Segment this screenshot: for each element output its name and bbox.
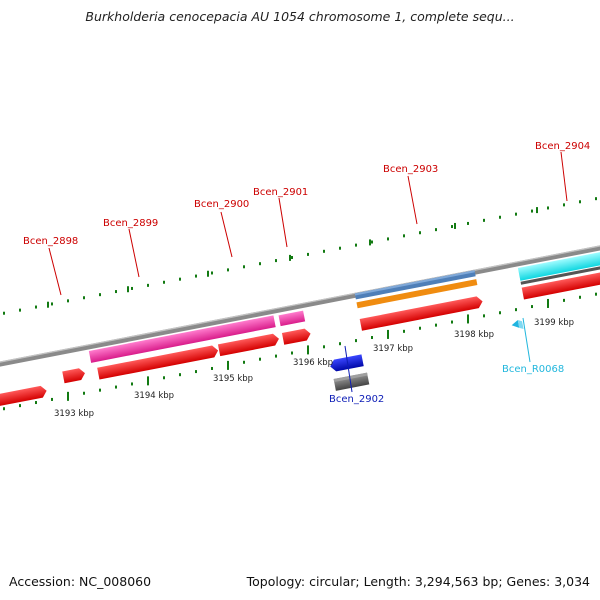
kbp-label: 3198 kbp	[454, 330, 494, 340]
chromosome-backbone	[0, 245, 600, 367]
gene-labels: Bcen_2898 Bcen_2899 Bcen_2900 Bcen_2901 …	[23, 141, 590, 405]
kbp-label: 3196 kbp	[293, 358, 333, 368]
kbp-label: 3193 kbp	[54, 409, 94, 419]
feature-cds-bcen-2898[interactable]	[62, 367, 86, 384]
label-leaders	[48, 151, 568, 393]
feature-cds-bcen-2897[interactable]	[0, 385, 48, 407]
label-bcen-2898[interactable]: Bcen_2898	[23, 236, 78, 247]
label-bcen-2899[interactable]: Bcen_2899	[103, 218, 158, 229]
feature-gene-bcen-2902[interactable]	[333, 372, 370, 391]
label-bcen-r0068[interactable]: Bcen_R0068	[502, 364, 564, 375]
feature-rna-bcen-r0068[interactable]	[511, 319, 524, 331]
kbp-label: 3199 kbp	[534, 318, 574, 328]
label-bcen-2903[interactable]: Bcen_2903	[383, 164, 438, 175]
feature-misc-bcen-2903[interactable]	[354, 270, 478, 309]
feature-cds-bcen-2904[interactable]	[521, 268, 600, 300]
accession-text: Accession: NC_008060	[9, 574, 152, 589]
kbp-label: 3197 kbp	[373, 344, 413, 354]
feature-cds-bcen-2903[interactable]	[359, 295, 484, 331]
feature-cds-bcen-2899[interactable]	[97, 345, 219, 380]
kbp-label: 3194 kbp	[134, 391, 174, 401]
feature-gene-bcen-2899[interactable]	[88, 315, 276, 363]
tick-marks	[3, 197, 597, 411]
feature-gene-bcen-2901[interactable]	[278, 310, 306, 327]
kbp-labels: 3193 kbp 3194 kbp 3195 kbp 3196 kbp 3197…	[54, 318, 574, 419]
feature-cds-bcen-2901[interactable]	[281, 328, 312, 345]
label-bcen-2901[interactable]: Bcen_2901	[253, 187, 308, 198]
feature-cds-bcen-2902[interactable]	[329, 354, 364, 372]
map-title: Burkholderia cenocepacia AU 1054 chromos…	[85, 9, 515, 24]
kbp-label: 3195 kbp	[213, 374, 253, 384]
label-bcen-2900[interactable]: Bcen_2900	[194, 199, 249, 210]
topology-summary: Topology: circular; Length: 3,294,563 bp…	[246, 574, 590, 589]
label-bcen-2904[interactable]: Bcen_2904	[535, 141, 590, 152]
label-bcen-2902[interactable]: Bcen_2902	[329, 394, 384, 405]
feature-gene-bcen-2904[interactable]	[517, 249, 600, 285]
feature-cds-bcen-2900[interactable]	[217, 333, 280, 357]
